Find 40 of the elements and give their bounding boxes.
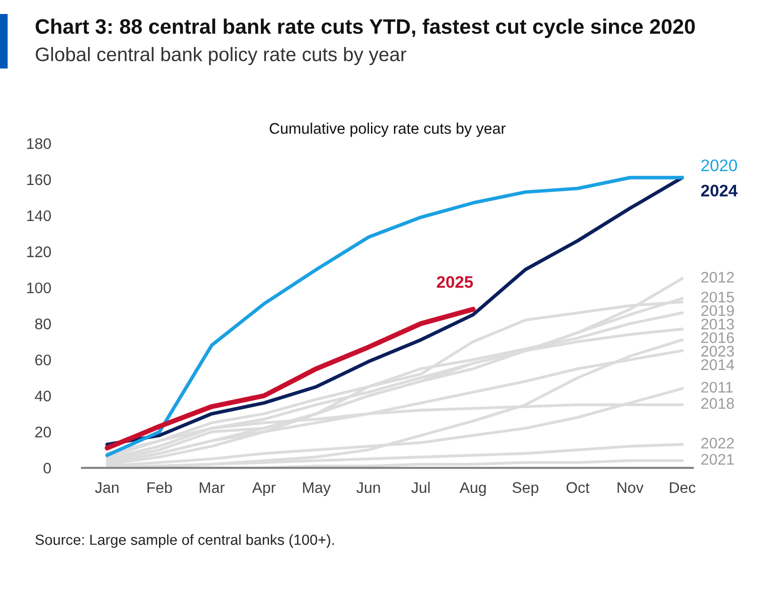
series-label: 2014 bbox=[701, 359, 734, 370]
x-tick-label: Mar bbox=[200, 482, 225, 493]
y-tick-label: 40 bbox=[34, 390, 51, 402]
series-label: 2022 bbox=[701, 438, 734, 449]
text: Cumulative policy rate cuts by year bbox=[270, 122, 506, 137]
y-tick-label: 120 bbox=[27, 246, 51, 258]
chart-title: Chart 3: 88 central bank rate cuts YTD, fastest cut cycle since 2020 bbox=[36, 18, 695, 38]
series-label: 2023 bbox=[701, 346, 734, 357]
series-label: 2013 bbox=[701, 318, 734, 330]
x-tick-label: Sep bbox=[512, 482, 538, 496]
x-tick-label: Jan bbox=[95, 482, 118, 493]
series-label: 2011 bbox=[701, 382, 733, 393]
series-label: 2016 bbox=[701, 332, 734, 344]
x-tick-label: Aug bbox=[460, 482, 486, 496]
x-tick-label: May bbox=[303, 482, 331, 496]
series-label: 2024 bbox=[701, 184, 738, 197]
y-tick-label: 60 bbox=[35, 354, 51, 366]
y-tick-label: 20 bbox=[35, 426, 51, 438]
x-tick-label: Feb bbox=[148, 482, 172, 493]
x-tick-label: Nov bbox=[618, 482, 644, 493]
x-tick-label: Jun bbox=[356, 482, 380, 493]
y-tick-label: 100 bbox=[27, 282, 51, 294]
series-label: 2019 bbox=[701, 305, 734, 316]
y-tick-label: 140 bbox=[27, 210, 51, 222]
x-tick-label: Apr bbox=[252, 482, 276, 496]
series-label: 2020 bbox=[701, 159, 737, 172]
x-tick-label: Oct bbox=[566, 482, 590, 493]
y-tick-label: 80 bbox=[35, 318, 51, 330]
y-tick-label: 180 bbox=[27, 138, 51, 150]
series-label: 2025 bbox=[436, 276, 473, 288]
x-tick-label: Dec bbox=[670, 482, 696, 493]
series-label: 2015 bbox=[701, 292, 734, 303]
series-label: 2021 bbox=[701, 454, 734, 465]
chart-subtitle: Global central bank policy rate cuts by year bbox=[36, 46, 406, 66]
y-tick-label: 0 bbox=[44, 462, 51, 474]
y-tick-label: 160 bbox=[27, 174, 51, 186]
source-note: Source: Large sample of central banks (100+). bbox=[35, 534, 334, 548]
series-label: 2012 bbox=[701, 272, 734, 283]
x-tick-label: Jul bbox=[411, 482, 430, 493]
series-label: 2018 bbox=[701, 398, 734, 409]
